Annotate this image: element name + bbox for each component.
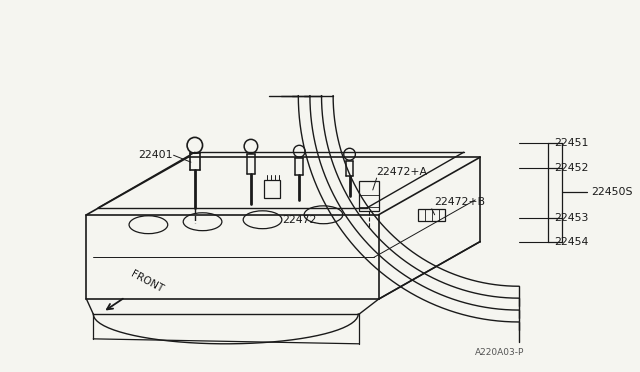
Text: 22452: 22452 [555, 163, 589, 173]
Text: 22472+A: 22472+A [377, 167, 428, 177]
Text: 22401: 22401 [138, 150, 173, 160]
Text: 22454: 22454 [555, 237, 589, 247]
Text: 22451: 22451 [555, 138, 589, 148]
Bar [264, 180, 280, 198]
Bar [359, 181, 379, 211]
Text: FRONT: FRONT [129, 269, 165, 294]
Text: 22472+B: 22472+B [435, 197, 486, 207]
Bar [418, 209, 445, 221]
Text: 22453: 22453 [555, 213, 589, 223]
Text: A220A03-P: A220A03-P [476, 348, 525, 357]
Text: 22450S: 22450S [591, 187, 633, 197]
Text: 22472: 22472 [282, 215, 316, 225]
